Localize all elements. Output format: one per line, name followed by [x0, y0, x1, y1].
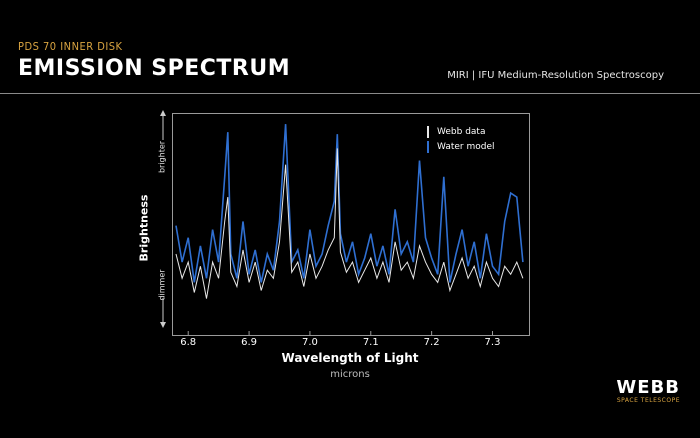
x-tick-label: 7.1	[362, 337, 379, 348]
x-axis-label: Wavelength of Light	[281, 351, 419, 365]
plot-area: Webb data Water model	[172, 113, 530, 336]
logo-name: WEBB	[616, 377, 680, 398]
legend-swatch-water-model	[427, 140, 429, 153]
legend-label-water-model: Water model	[437, 141, 495, 152]
spectrum-plot	[175, 124, 524, 335]
x-tick-label: 6.8	[180, 337, 197, 348]
x-axis-units: microns	[330, 369, 370, 380]
x-tick-label: 7.2	[423, 337, 440, 348]
header-divider	[0, 93, 700, 94]
x-tick-label: 7.3	[484, 337, 501, 348]
logo-tagline: SPACE TELESCOPE	[616, 397, 680, 404]
legend-swatch-webb-data	[427, 125, 429, 138]
chart-title: EMISSION SPECTRUM	[18, 56, 291, 81]
legend-label-webb-data: Webb data	[437, 126, 486, 137]
series-line-water-model	[175, 124, 524, 283]
instrument-label: MIRI | IFU Medium-Resolution Spectroscop…	[447, 70, 664, 81]
y-axis-label: Brightness	[137, 194, 151, 262]
x-tick-label: 7.0	[301, 337, 318, 348]
webb-logo: WEBB SPACE TELESCOPE	[616, 377, 680, 404]
chart-subtitle: PDS 70 INNER DISK	[18, 40, 123, 53]
y-axis-arrow	[160, 110, 166, 328]
legend: Webb data Water model	[417, 122, 513, 156]
series-line-webb-data	[175, 148, 524, 299]
x-tick-label: 6.9	[241, 337, 258, 348]
